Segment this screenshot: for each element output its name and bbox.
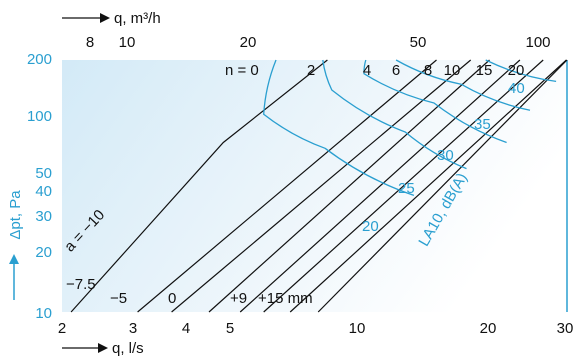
x-tick-label: 10 xyxy=(349,320,366,337)
x-top-tick-label: 100 xyxy=(525,34,550,51)
blue-curve-value: 20 xyxy=(362,218,379,235)
plot-area xyxy=(62,60,567,312)
black-line-label: 20 xyxy=(508,62,525,79)
blue-curve-value: 30 xyxy=(437,147,454,164)
black-line-label: 8 xyxy=(424,62,432,79)
blue-curve-value: 25 xyxy=(398,180,415,197)
y-tick-label: 100 xyxy=(27,108,52,125)
black-line-4 xyxy=(239,59,521,313)
blue-curve-0 xyxy=(263,59,415,197)
y-tick-label: 10 xyxy=(35,305,52,322)
x-top-tick-label: 50 xyxy=(410,34,427,51)
x-tick-label: 2 xyxy=(58,320,66,337)
blue-curve-3 xyxy=(395,59,531,111)
bottom-axis-arrow-head xyxy=(98,343,108,353)
x-tick-label: 20 xyxy=(480,320,497,337)
a-label: −7.5 xyxy=(66,276,96,293)
blue-curve-value: 40 xyxy=(508,80,525,97)
black-line-1 xyxy=(137,59,437,313)
black-line-2 xyxy=(171,59,472,313)
x-tick-label: 4 xyxy=(182,320,190,337)
black-line-label: 6 xyxy=(392,62,400,79)
black-line-0 xyxy=(70,59,328,313)
x-top-tick-label: 8 xyxy=(86,34,94,51)
bottom-axis-label: q, l/s xyxy=(112,340,144,357)
y-tick-label: 40 xyxy=(35,183,52,200)
blue-curve-4 xyxy=(485,59,557,83)
blue-curves xyxy=(263,59,557,197)
black-line-7 xyxy=(317,59,568,313)
a-label: +9 xyxy=(230,290,247,307)
black-line-3 xyxy=(208,59,490,313)
black-line-label: n = 0 xyxy=(225,62,259,79)
a-label: +15 mm xyxy=(258,290,313,307)
black-line-6 xyxy=(289,59,567,313)
y-tick-label: 20 xyxy=(35,244,52,261)
a-label: −5 xyxy=(110,290,127,307)
top-axis-arrow-head xyxy=(100,13,110,23)
x-top-tick-label: 20 xyxy=(240,34,257,51)
y-tick-label: 50 xyxy=(35,165,52,182)
black-lines xyxy=(70,59,568,313)
black-line-label: 10 xyxy=(444,62,461,79)
y-tick-label: 200 xyxy=(27,51,52,68)
top-axis-label: q, m³/h xyxy=(114,10,161,27)
x-tick-label: 30 xyxy=(557,320,574,337)
x-tick-label: 5 xyxy=(226,320,234,337)
left-axis-arrow-head xyxy=(9,254,19,264)
x-top-tick-label: 10 xyxy=(119,34,136,51)
x-tick-label: 3 xyxy=(129,320,137,337)
black-line-label: 15 xyxy=(476,62,493,79)
y-tick-label: 30 xyxy=(35,208,52,225)
black-line-5 xyxy=(263,59,544,313)
black-line-label: 4 xyxy=(363,62,371,79)
blue-curve-2 xyxy=(363,59,507,144)
left-axis-label: Δpt, Pa xyxy=(7,190,24,240)
blue-curve-value: 35 xyxy=(474,116,491,133)
a-label: 0 xyxy=(168,290,176,307)
black-line-label: 2 xyxy=(307,62,315,79)
blue-curve-1 xyxy=(322,59,467,170)
